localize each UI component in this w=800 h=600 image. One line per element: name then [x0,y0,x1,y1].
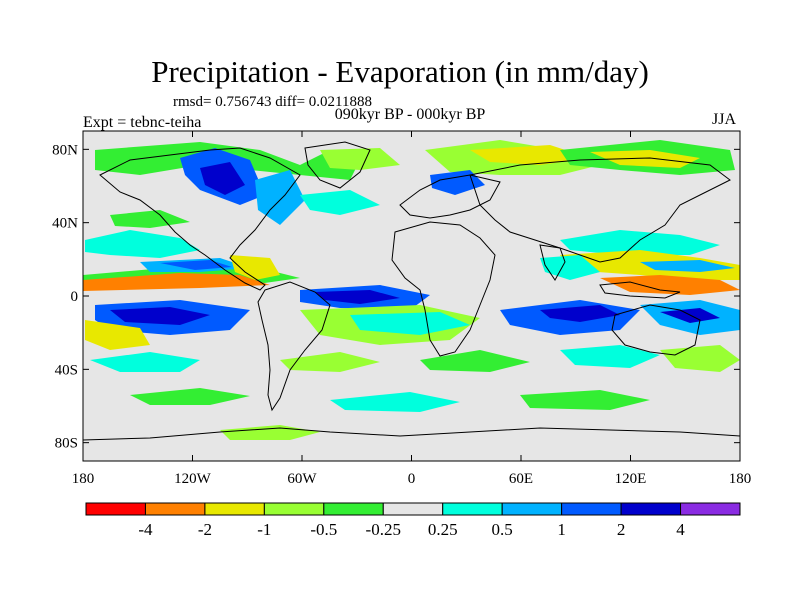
y-axis: 80N 40N 0 40S 80S [52,142,740,452]
colorbar-label: -1 [257,520,271,539]
y-tick-label: 40N [52,216,78,232]
x-axis: 180 120W 60W 0 60E 120E 180 [72,131,752,487]
x-tick-label: 120W [174,471,212,487]
colorbar-swatch [382,502,444,516]
chart-subtitle: 090kyr BP - 000kyr BP [334,106,486,123]
colorbar: -4 -2 -1 -0.5 -0.25 0.25 0.5 1 2 4 [85,502,741,539]
season-label: JJA [712,111,737,128]
colorbar-label: 0.5 [492,520,513,539]
y-tick-label: 0 [71,289,79,305]
x-tick-label: 180 [72,471,95,487]
colorbar-label: 0.25 [428,520,458,539]
colorbar-swatch [501,502,563,516]
x-tick-label: 180 [729,471,752,487]
colorbar-swatch [85,502,146,516]
x-tick-label: 60W [287,471,317,487]
x-tick-label: 60E [509,471,533,487]
colorbar-swatch [442,502,503,516]
colorbar-label: 2 [617,520,626,539]
colorbar-label: 1 [557,520,566,539]
colorbar-swatch [263,502,325,516]
colorbar-swatch [680,502,741,516]
colorbar-swatch [204,502,265,516]
colorbar-label: -0.5 [310,520,337,539]
colorbar-swatch [561,502,622,516]
experiment-label: Expt = tebnc-teiha [83,114,202,131]
colorbar-swatch [323,502,384,516]
coastlines [83,141,740,441]
y-tick-label: 40S [55,362,78,378]
y-tick-label: 80N [52,142,78,158]
chart-title: Precipitation - Evaporation (in mm/day) [151,54,649,89]
colorbar-label: -4 [138,520,153,539]
colorbar-label: 4 [676,520,685,539]
stats-line: rmsd= 0.756743 diff= 0.0211888 [173,94,372,110]
y-tick-label: 80S [55,436,78,452]
colorbar-swatch [144,502,206,516]
colorbar-label: -2 [198,520,212,539]
x-tick-label: 120E [615,471,647,487]
colorbar-label: -0.25 [366,520,401,539]
precip-evap-field [83,140,740,440]
colorbar-swatch [620,502,682,516]
x-tick-label: 0 [408,471,416,487]
